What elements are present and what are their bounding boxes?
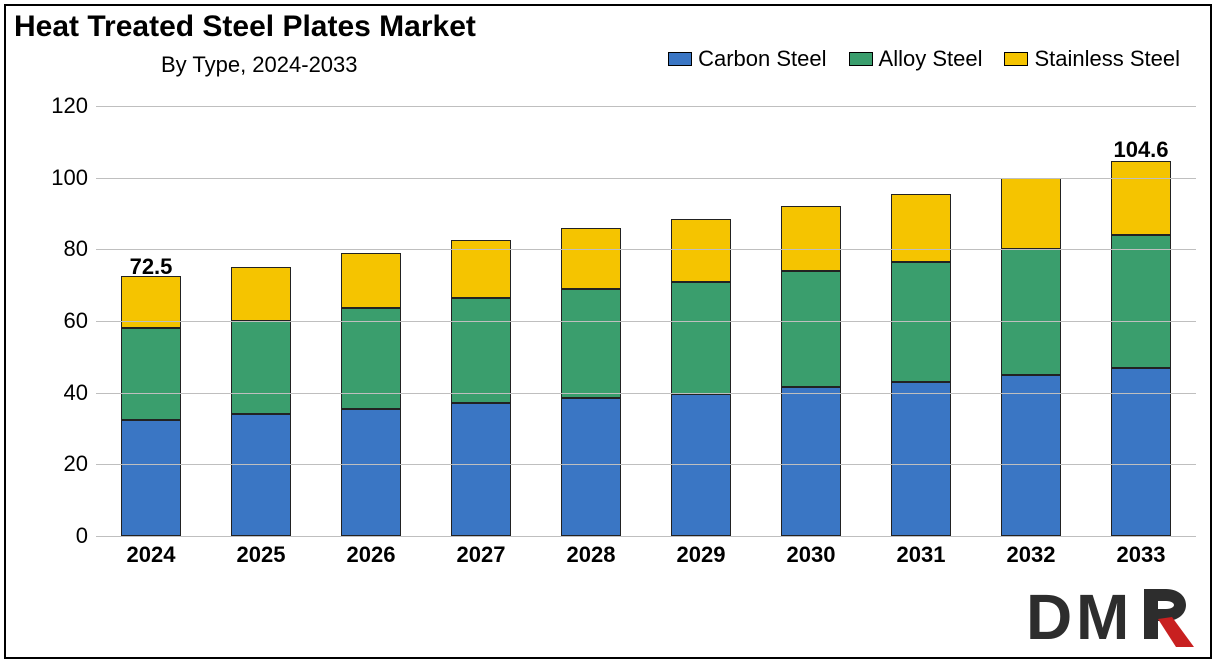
bar-seg-stainless-steel [1111, 161, 1172, 235]
bar-seg-stainless-steel [891, 194, 952, 262]
dmr-logo-svg: DM [1026, 581, 1196, 651]
bar-seg-alloy-steel [121, 328, 182, 419]
legend-swatch-1 [849, 52, 873, 66]
legend-item-2: Stainless Steel [1004, 46, 1180, 72]
bar-seg-alloy-steel [1001, 249, 1062, 374]
chart-frame: Heat Treated Steel Plates Market By Type… [4, 4, 1212, 659]
bar-seg-carbon-steel [891, 382, 952, 536]
chart-subtitle: By Type, 2024-2033 [161, 52, 358, 78]
x-tick-label: 2028 [536, 542, 646, 568]
x-tick-label: 2027 [426, 542, 536, 568]
bar-seg-carbon-steel [231, 414, 292, 536]
bar-seg-alloy-steel [341, 308, 402, 408]
bar-seg-stainless-steel [561, 228, 622, 289]
x-tick-label: 2026 [316, 542, 426, 568]
bar-seg-carbon-steel [561, 398, 622, 536]
bar-seg-stainless-steel [1001, 178, 1062, 250]
y-tick-label: 0 [46, 523, 88, 549]
legend-item-1: Alloy Steel [849, 46, 983, 72]
legend-item-0: Carbon Steel [668, 46, 826, 72]
x-tick-label: 2030 [756, 542, 866, 568]
bar-seg-carbon-steel [781, 387, 842, 536]
grid-line [96, 321, 1196, 322]
bar-seg-carbon-steel [341, 409, 402, 536]
bar-annotation: 72.5 [130, 254, 173, 280]
bar-seg-alloy-steel [231, 321, 292, 414]
svg-text:M: M [1076, 581, 1129, 651]
x-tick-label: 2024 [96, 542, 206, 568]
bar-seg-carbon-steel [451, 403, 512, 536]
y-tick-label: 20 [46, 451, 88, 477]
bar-seg-stainless-steel [781, 206, 842, 271]
bar-seg-carbon-steel [1001, 375, 1062, 536]
y-tick-label: 120 [46, 93, 88, 119]
grid-line [96, 249, 1196, 250]
grid-line [96, 393, 1196, 394]
y-tick-label: 80 [46, 236, 88, 262]
x-tick-label: 2032 [976, 542, 1086, 568]
x-tick-label: 2031 [866, 542, 976, 568]
y-tick-label: 60 [46, 308, 88, 334]
bar-seg-alloy-steel [671, 282, 732, 395]
bar-annotation: 104.6 [1113, 137, 1168, 163]
grid-line [96, 178, 1196, 179]
grid-line [96, 536, 1196, 537]
x-tick-label: 2025 [206, 542, 316, 568]
legend-swatch-2 [1004, 52, 1028, 66]
x-tick-label: 2033 [1086, 542, 1196, 568]
legend-label-2: Stainless Steel [1034, 46, 1180, 72]
plot-area: 020406080100120 [96, 106, 1196, 536]
dmr-logo: DM [1026, 581, 1196, 651]
x-tick-label: 2029 [646, 542, 756, 568]
legend-label-1: Alloy Steel [879, 46, 983, 72]
bar-seg-alloy-steel [781, 271, 842, 387]
svg-text:D: D [1026, 581, 1072, 651]
bar-seg-carbon-steel [121, 420, 182, 536]
legend-swatch-0 [668, 52, 692, 66]
y-tick-label: 100 [46, 165, 88, 191]
chart-title: Heat Treated Steel Plates Market [14, 10, 476, 44]
chart-area: 020406080100120 202420252026202720282029… [41, 96, 1201, 576]
bar-seg-stainless-steel [341, 253, 402, 309]
bar-seg-alloy-steel [1111, 235, 1172, 368]
grid-line [96, 106, 1196, 107]
legend-label-0: Carbon Steel [698, 46, 826, 72]
y-tick-label: 40 [46, 380, 88, 406]
legend: Carbon Steel Alloy Steel Stainless Steel [668, 46, 1180, 72]
grid-line [96, 464, 1196, 465]
bar-seg-alloy-steel [561, 289, 622, 398]
bar-seg-stainless-steel [231, 267, 292, 321]
bar-seg-alloy-steel [451, 298, 512, 404]
